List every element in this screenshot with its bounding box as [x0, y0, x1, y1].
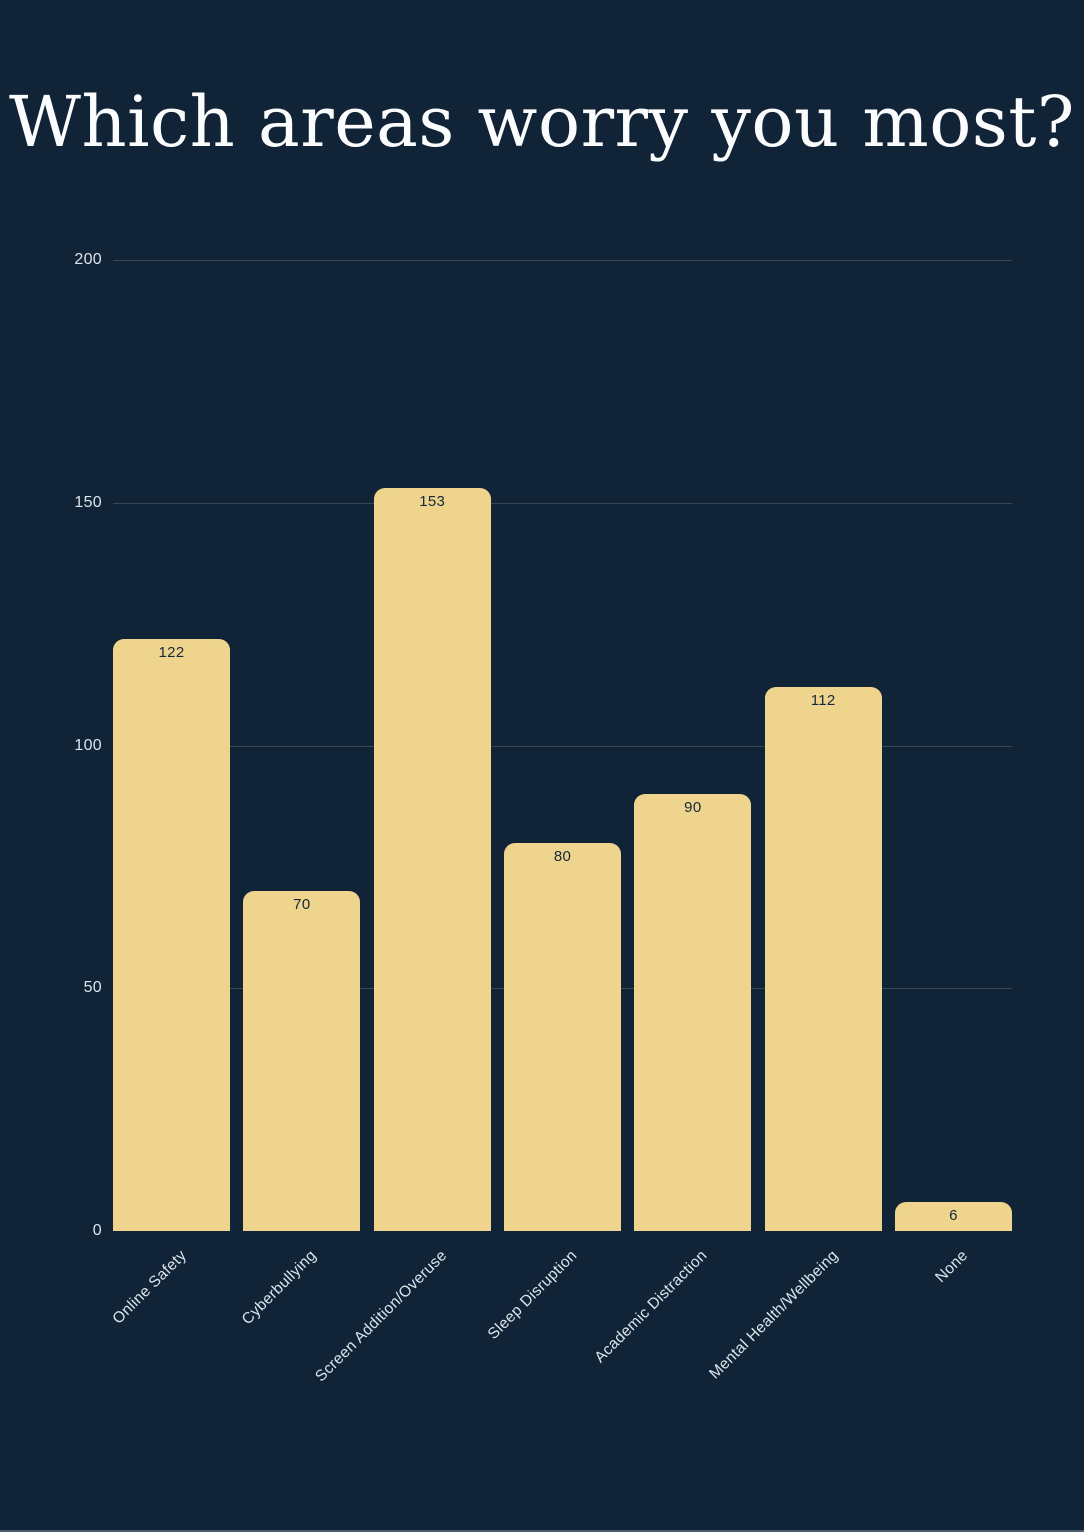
bar-value-label: 90: [684, 799, 702, 817]
x-axis-category-label: Screen Addition/Overuse: [312, 1247, 451, 1386]
gridline-100: [113, 745, 1012, 747]
bar-7: 6: [895, 1201, 1012, 1231]
x-axis-category-label: None: [932, 1247, 972, 1287]
x-axis-category-label: Mental Health/Wellbeing: [705, 1247, 842, 1383]
bar-value-label: 6: [949, 1206, 958, 1224]
y-axis-tick-label-150: 150: [74, 493, 102, 511]
y-axis-tick-label-100: 100: [74, 736, 102, 754]
bar-3: 153: [373, 488, 491, 1231]
bar-1: 122: [113, 638, 230, 1231]
gridline-200: [113, 260, 1012, 261]
x-axis-category-label: Cyberbullying: [238, 1247, 320, 1329]
bar-value-label: 112: [810, 692, 836, 710]
bar-5: 90: [634, 794, 752, 1231]
bar-chart-plot-area: 0 50 100 150 200 122 Online Safety 70 Cyberbully…: [74, 251, 1012, 1385]
bar-value-label: 153: [419, 493, 446, 511]
x-axis-category-label: Academic Distraction: [591, 1247, 711, 1367]
bar-4: 80: [504, 842, 621, 1231]
gridline-150: [113, 502, 1012, 504]
x-axis-category-label: Online Safety: [108, 1247, 190, 1328]
bar-6: 112: [764, 687, 882, 1231]
bar-2: 70: [243, 891, 361, 1231]
y-axis-tick-label-50: 50: [83, 979, 102, 997]
bar-value-label: 80: [553, 847, 572, 865]
page-bottom-edge-line: [0, 1530, 1084, 1532]
bar-value-label: 70: [293, 896, 311, 914]
x-axis-category-label: Sleep Disruption: [484, 1247, 581, 1343]
y-axis-tick-label-200: 200: [74, 251, 102, 268]
y-axis-tick-label-0: 0: [92, 1222, 102, 1239]
chart-title: Which areas worry you most?: [9, 81, 1075, 163]
bar-value-label: 122: [158, 643, 185, 661]
